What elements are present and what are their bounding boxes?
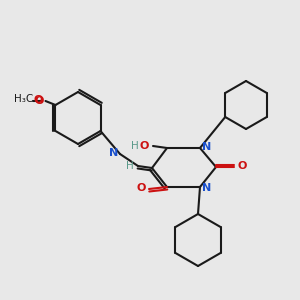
Text: O: O [237,161,246,171]
Text: N: N [202,142,211,152]
Text: O: O [140,141,149,151]
Text: H: H [131,141,139,151]
Text: N: N [109,148,118,158]
Text: N: N [202,183,211,193]
Text: H₃C: H₃C [14,94,34,104]
Text: O: O [34,95,43,105]
Text: H: H [126,161,134,171]
Text: O: O [34,96,44,106]
Text: O: O [136,183,146,193]
